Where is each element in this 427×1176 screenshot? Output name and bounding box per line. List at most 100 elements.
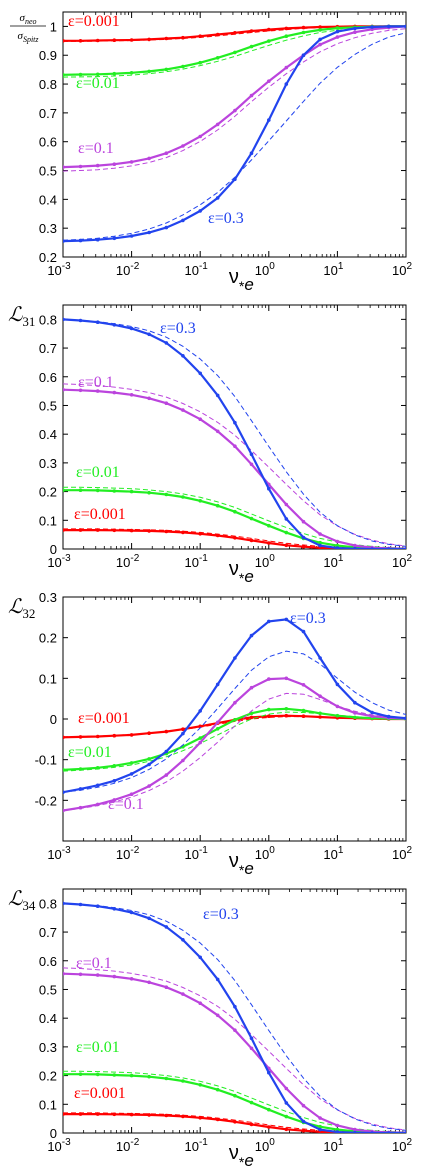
- y-tick-label: 1: [50, 19, 57, 34]
- data-point: [233, 656, 237, 660]
- data-point: [284, 82, 289, 86]
- x-tick-label: 100: [255, 261, 275, 278]
- data-point: [147, 916, 151, 921]
- data-point: [181, 1114, 185, 1119]
- data-point: [164, 773, 169, 777]
- series-label: ε=0.01: [76, 464, 120, 481]
- data-point: [95, 973, 100, 977]
- data-point: [335, 29, 340, 34]
- data-point: [215, 503, 220, 508]
- data-point: [181, 992, 185, 996]
- data-point: [78, 488, 83, 493]
- data-point: [129, 1112, 134, 1117]
- data-point: [335, 543, 340, 548]
- data-point: [129, 38, 134, 42]
- data-point: [318, 25, 322, 29]
- data-point: [164, 529, 169, 534]
- data-point: [353, 711, 357, 715]
- y-tick-label: 0.9: [39, 48, 57, 63]
- data-point: [249, 715, 254, 720]
- data-point: [181, 727, 185, 731]
- data-point: [284, 65, 289, 70]
- data-point: [370, 710, 374, 715]
- data-point: [198, 34, 202, 38]
- data-point: [63, 528, 65, 532]
- data-point: [233, 420, 237, 425]
- data-point: [318, 540, 322, 545]
- series-dashed-line: [63, 28, 406, 172]
- y-tick-label: 0.6: [39, 135, 57, 150]
- data-point: [284, 517, 289, 521]
- y-tick-label: 0: [50, 712, 57, 727]
- data-point: [249, 29, 254, 33]
- data-point: [129, 977, 134, 981]
- series-label: ε=0.001: [74, 1085, 126, 1102]
- data-point: [112, 71, 117, 76]
- data-point: [129, 71, 134, 75]
- data-point: [386, 24, 391, 29]
- data-point: [301, 535, 306, 540]
- data-point: [404, 547, 406, 549]
- data-point: [249, 516, 254, 521]
- data-point: [267, 619, 271, 624]
- data-point: [233, 1004, 237, 1009]
- y-tick-label: 0.8: [39, 896, 57, 911]
- data-point: [129, 489, 134, 494]
- data-point: [284, 543, 289, 548]
- data-point: [198, 499, 202, 503]
- data-point: [198, 209, 202, 213]
- series-label: ε=0.3: [160, 320, 196, 337]
- y-tick-label: -0.1: [35, 753, 57, 768]
- data-point: [335, 539, 340, 544]
- data-point: [181, 35, 185, 40]
- data-point: [164, 151, 169, 155]
- data-point: [353, 30, 357, 34]
- y-tick-label: 0.4: [39, 427, 57, 442]
- data-point: [267, 1125, 271, 1129]
- y-axis-label: ℒ34: [8, 888, 36, 913]
- data-point: [63, 1072, 65, 1076]
- data-point: [318, 715, 322, 719]
- data-point: [129, 528, 134, 533]
- series-dashed-line: [63, 902, 406, 1131]
- data-point: [78, 318, 83, 323]
- data-point: [164, 729, 169, 734]
- series-dashed-line: [63, 318, 406, 547]
- data-point: [267, 79, 271, 83]
- data-point: [233, 509, 237, 514]
- data-point: [78, 528, 83, 532]
- data-point: [63, 39, 65, 43]
- series-label: ε=0.1: [78, 140, 114, 157]
- data-point: [301, 30, 306, 35]
- data-point: [181, 408, 185, 412]
- data-point: [198, 417, 202, 422]
- data-point: [95, 237, 100, 242]
- y-tick-label: 0.3: [39, 221, 57, 236]
- data-point: [353, 715, 357, 720]
- data-point: [318, 656, 322, 660]
- data-point: [318, 28, 322, 32]
- data-point: [284, 502, 289, 507]
- y-tick-label: 0.1: [39, 1097, 57, 1112]
- data-point: [147, 490, 151, 495]
- data-point: [198, 60, 202, 65]
- data-point: [78, 972, 83, 977]
- data-point: [95, 163, 100, 168]
- x-tick-label: 100: [255, 845, 275, 862]
- series-label: ε=0.01: [76, 1039, 120, 1056]
- data-point: [129, 772, 134, 776]
- data-point: [95, 389, 100, 393]
- data-point: [181, 731, 185, 736]
- data-point: [284, 34, 289, 38]
- series-dashed-line: [63, 967, 406, 1131]
- data-point: [164, 67, 169, 72]
- data-point: [63, 73, 65, 77]
- data-point: [164, 341, 169, 345]
- data-point: [112, 38, 117, 42]
- x-tick-label: 102: [392, 261, 412, 278]
- x-axis-label: ν*e: [229, 850, 254, 878]
- data-point: [181, 938, 185, 942]
- y-axis-label-denominator: σSpitz: [18, 30, 40, 44]
- data-point: [164, 985, 169, 989]
- series-line: [63, 677, 406, 812]
